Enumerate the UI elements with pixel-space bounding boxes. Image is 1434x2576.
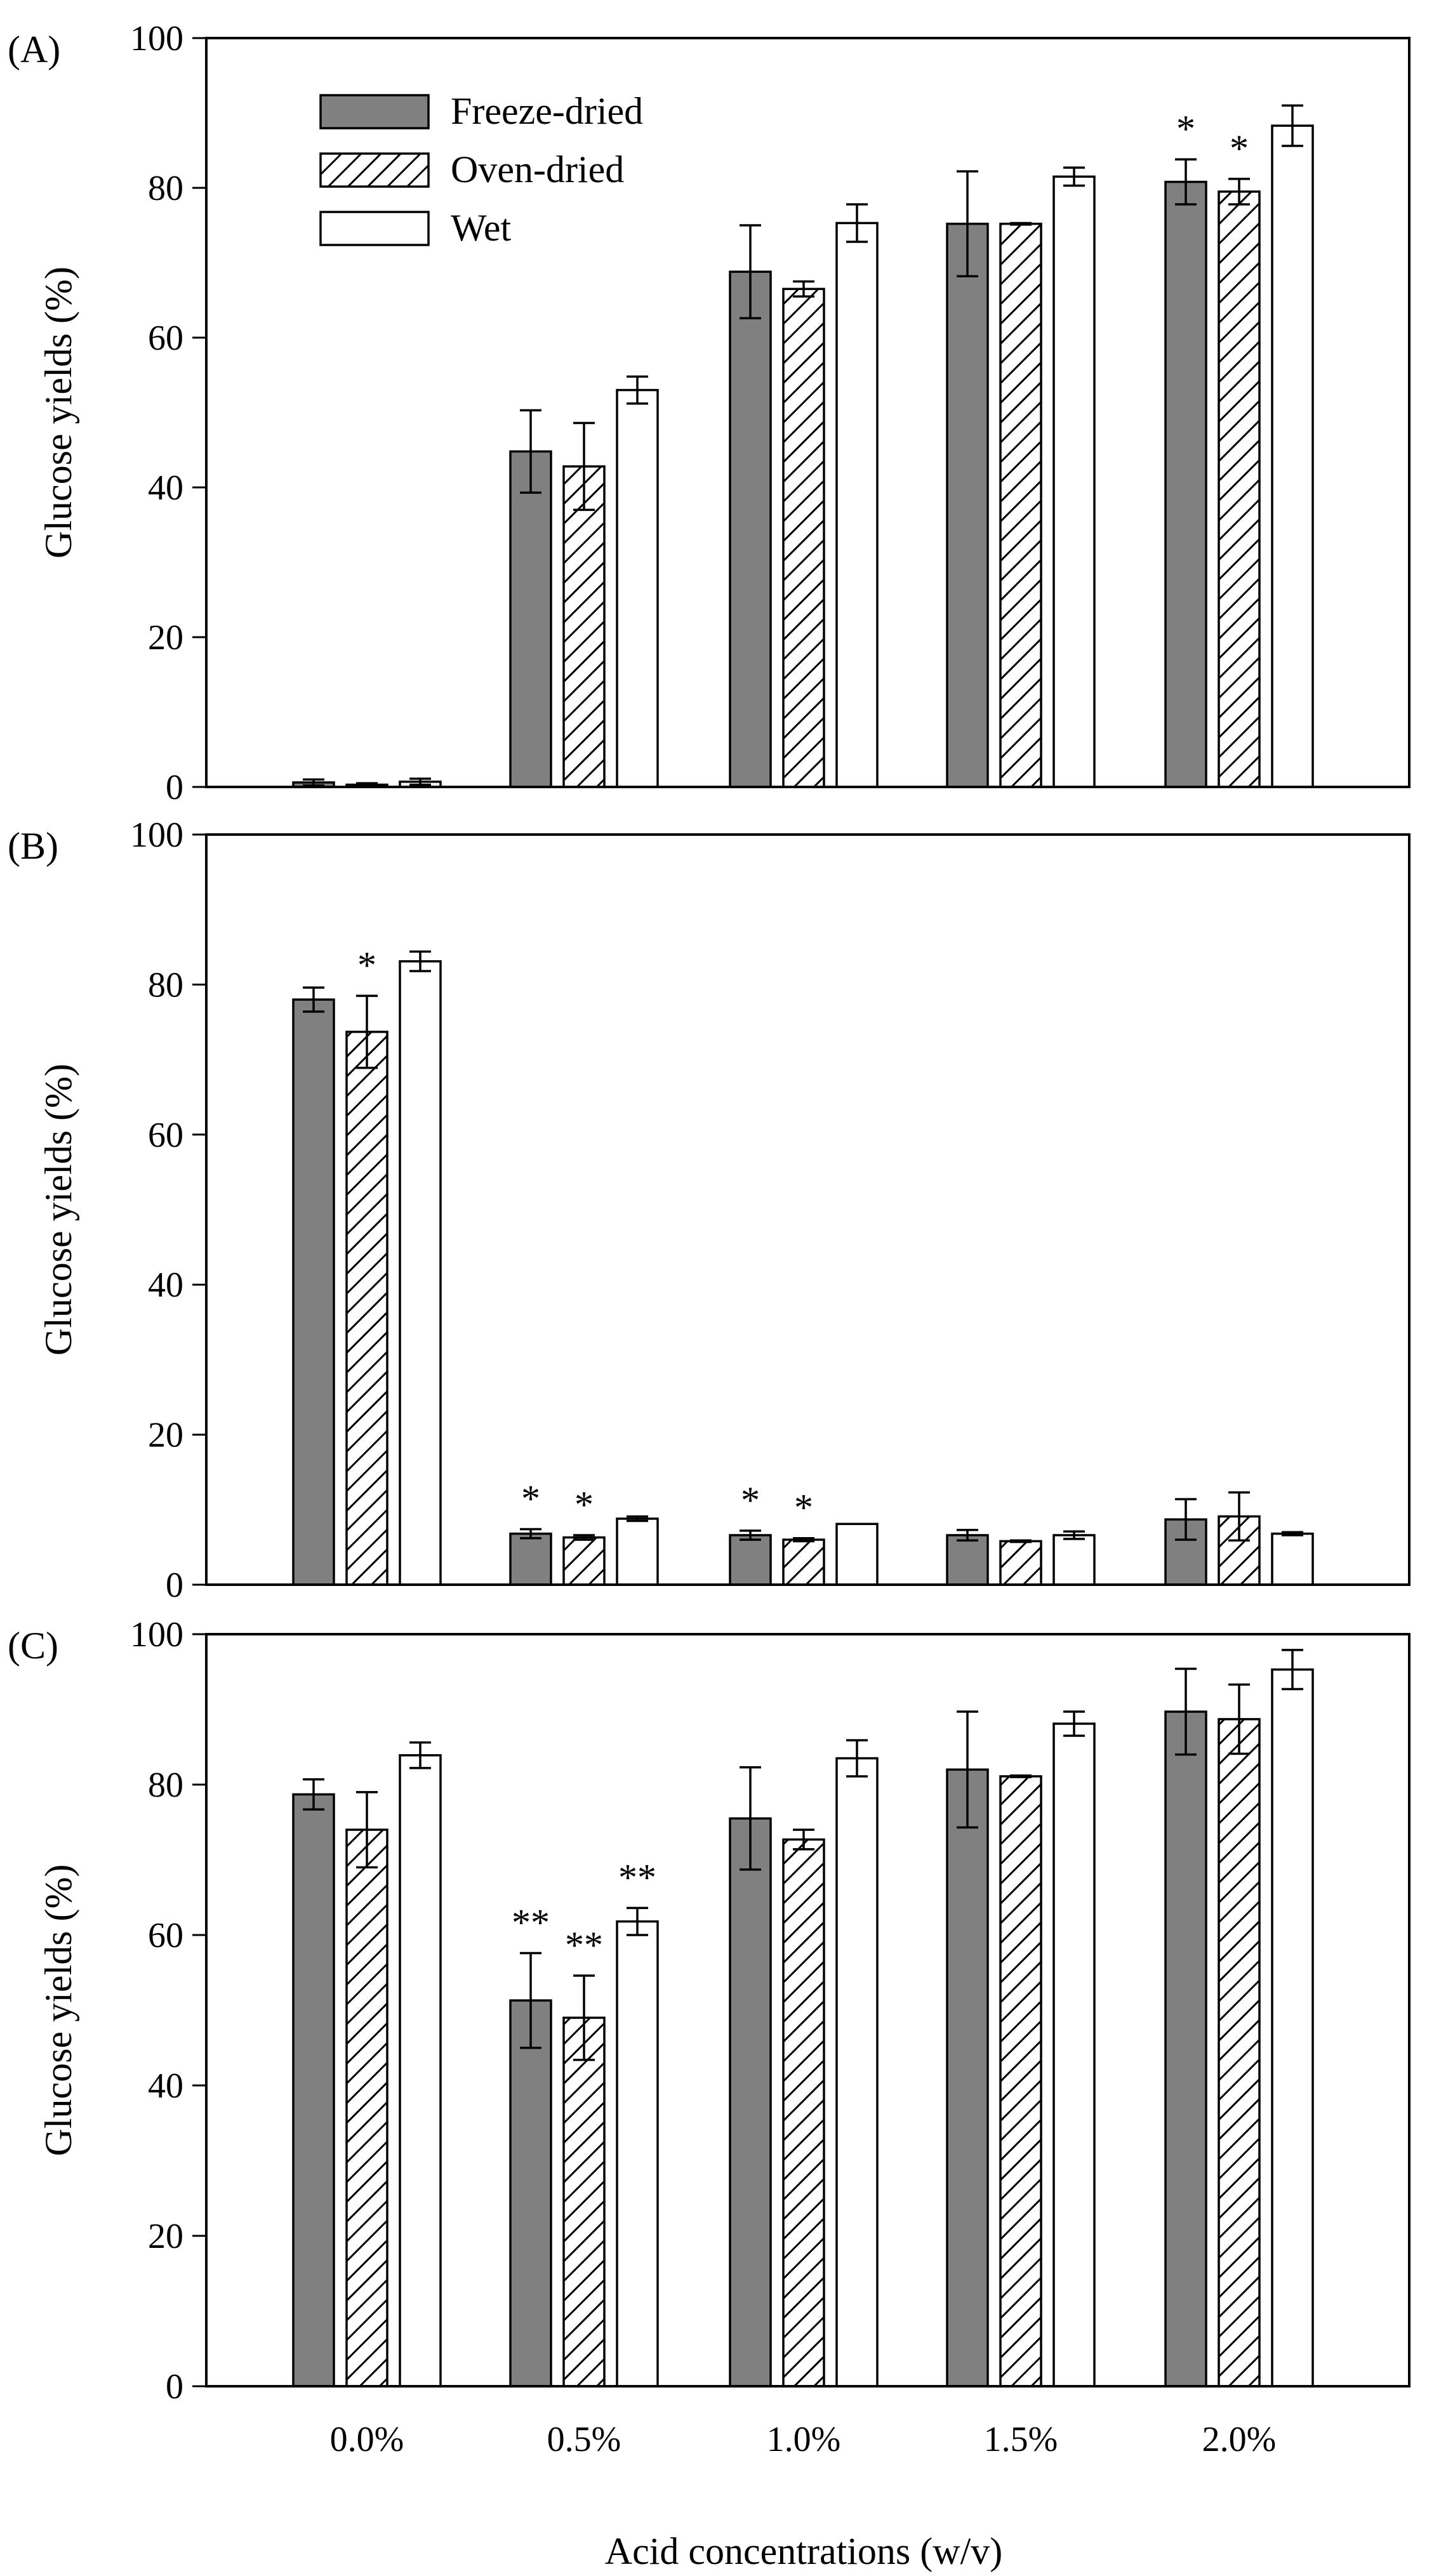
legend-swatch — [319, 211, 430, 246]
panel-b-y-tick-label: 0 — [166, 1566, 183, 1605]
panel-c-bar — [782, 1838, 825, 2388]
panel-c-y-tick-label: 20 — [148, 2217, 183, 2256]
panel-b-significance-mark: * — [794, 1487, 813, 1529]
panel-a: (A) Glucose yields (%) 0 20 40 60 80 100 * * Freez… — [8, 19, 1411, 807]
legend-label: Wet — [451, 207, 511, 249]
panel-c-bar — [946, 1768, 989, 2388]
panel-a-y-tick-label: 100 — [130, 19, 183, 58]
panel-b-y-tick-label: 100 — [130, 816, 183, 855]
panel-b-y-axis-label: Glucose yields (%) — [37, 1064, 79, 1356]
panel-c-bar — [999, 1775, 1042, 2388]
panel-c-bar — [1271, 1668, 1314, 2388]
x-tick-label: 0.0% — [330, 2420, 404, 2459]
panel-a-significance-mark: * — [1230, 128, 1249, 169]
panel-a-bar — [729, 270, 772, 788]
panel-a-bar — [1271, 124, 1314, 788]
panel-b-bar — [946, 1534, 989, 1586]
panel-a-bar — [1052, 175, 1096, 788]
panel-a-y-tick-label: 60 — [148, 319, 183, 358]
panel-c-significance-mark: ** — [565, 1924, 603, 1966]
panel-c-bar — [509, 1999, 552, 2388]
x-tick-label: 0.5% — [547, 2420, 621, 2459]
panel-a-bar — [999, 222, 1042, 788]
panel-c-bar — [1218, 1718, 1261, 2388]
panel-a-bar — [782, 287, 825, 788]
panel-c-bar — [616, 1920, 659, 2388]
x-axis-ticks: 0.0% 0.5% 1.0% 1.5% 2.0% — [330, 2420, 1277, 2459]
panel-b-bar — [782, 1538, 825, 1586]
x-axis-label: Acid concentrations (w/v) — [605, 2530, 1002, 2572]
panel-a-y-axis-label: Glucose yields (%) — [37, 267, 79, 558]
panel-a-y-tick-label: 80 — [148, 169, 183, 208]
panel-a-label: (A) — [8, 29, 60, 70]
panel-a-frame — [205, 37, 1411, 788]
panel-c-y-tick-label: 0 — [166, 2367, 183, 2407]
panel-c-significance-mark: ** — [618, 1856, 656, 1898]
panel-b-bar — [562, 1536, 606, 1586]
panel-c-y-tick-label: 40 — [148, 2066, 183, 2106]
panel-c: (C) Glucose yields (%) 0 20 40 60 80 100 ** ** ** — [8, 1615, 1411, 2407]
panel-b: (B) Glucose yields (%) 0 20 40 60 80 100 * * * * * — [8, 816, 1411, 1605]
x-tick-label: 1.0% — [767, 2420, 841, 2459]
panel-b-y-tick-label: 20 — [148, 1416, 183, 1455]
panel-b-bar — [292, 998, 335, 1586]
panel-a-bar — [946, 222, 989, 788]
panel-b-bar — [729, 1534, 772, 1586]
panel-b-significance-mark: * — [741, 1479, 760, 1521]
panel-c-frame — [205, 1633, 1411, 2388]
x-tick-label: 1.5% — [984, 2420, 1058, 2459]
panel-c-bar — [345, 1828, 388, 2388]
panel-b-significance-mark: * — [521, 1478, 540, 1520]
panel-b-bar — [1052, 1534, 1096, 1586]
x-tick-label: 2.0% — [1202, 2420, 1277, 2459]
panel-a-y-tick-label: 0 — [166, 768, 183, 807]
panel-b-y-tick-label: 40 — [148, 1265, 183, 1305]
legend-swatch — [319, 152, 430, 188]
panel-c-y-axis-label: Glucose yields (%) — [37, 1865, 79, 2157]
legend-label: Freeze-dried — [451, 90, 643, 132]
panel-a-y-tick-label: 40 — [148, 468, 183, 508]
panel-c-bar — [562, 2016, 606, 2388]
panel-a-bar — [509, 450, 552, 788]
panel-b-label: (B) — [8, 825, 58, 867]
panel-b-frame — [205, 833, 1411, 1586]
panel-c-bar — [1164, 1710, 1207, 2388]
panel-c-bar — [835, 1757, 879, 2388]
panel-a-y-tick-label: 20 — [148, 618, 183, 657]
panel-c-label: (C) — [8, 1625, 58, 1667]
panel-c-y-tick-label: 80 — [148, 1766, 183, 1805]
panel-a-bar — [835, 221, 879, 788]
panel-b-bar — [509, 1532, 552, 1586]
panel-c-y-tick-label: 60 — [148, 1916, 183, 1955]
panel-b-bar — [1271, 1532, 1314, 1586]
panel-a-bar — [1218, 190, 1261, 788]
panel-b-bar — [345, 1031, 388, 1586]
panel-b-bar — [399, 960, 442, 1586]
panel-b-bar — [835, 1522, 879, 1586]
panel-c-bar — [729, 1817, 772, 2388]
panel-b-bar — [616, 1517, 659, 1586]
panel-c-bar — [399, 1754, 442, 2388]
panel-b-y-tick-label: 60 — [148, 1116, 183, 1155]
panel-c-significance-mark: ** — [512, 1901, 550, 1943]
panel-c-y-tick-label: 100 — [130, 1615, 183, 1655]
legend-label: Oven-dried — [451, 149, 624, 190]
panel-a-bar — [616, 388, 659, 788]
panel-c-bar — [292, 1793, 335, 2388]
panel-a-significance-mark: * — [1176, 108, 1195, 150]
panel-b-significance-mark: * — [574, 1484, 594, 1526]
legend-swatch — [319, 94, 430, 129]
panel-b-significance-mark: * — [357, 944, 376, 986]
legend: Freeze-dried Oven-dried Wet — [319, 90, 643, 249]
panel-c-bar — [1052, 1722, 1096, 2388]
panel-a-bar — [562, 465, 606, 788]
panel-b-bar — [999, 1540, 1042, 1586]
panel-a-bar — [1164, 180, 1207, 788]
panel-b-y-tick-label: 80 — [148, 965, 183, 1005]
